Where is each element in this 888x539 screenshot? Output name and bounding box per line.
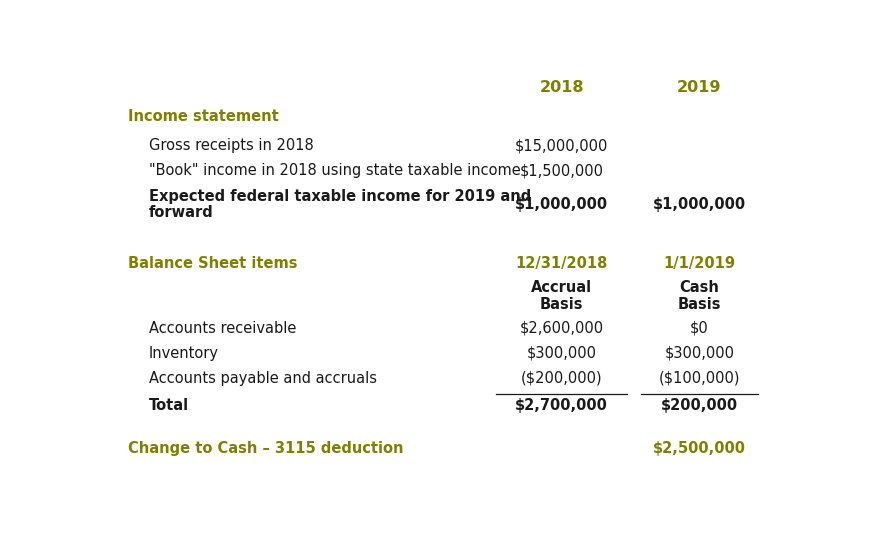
Text: Income statement: Income statement — [128, 109, 279, 124]
Text: Change to Cash – 3115 deduction: Change to Cash – 3115 deduction — [128, 441, 404, 456]
Text: $300,000: $300,000 — [527, 345, 597, 361]
Text: $1,000,000: $1,000,000 — [515, 197, 608, 212]
Text: Basis: Basis — [678, 297, 721, 312]
Text: Total: Total — [149, 398, 189, 413]
Text: $15,000,000: $15,000,000 — [515, 138, 608, 153]
Text: Basis: Basis — [540, 297, 583, 312]
Text: 12/31/2018: 12/31/2018 — [516, 257, 608, 272]
Text: "Book" income in 2018 using state taxable income: "Book" income in 2018 using state taxabl… — [149, 163, 520, 178]
Text: ($200,000): ($200,000) — [521, 370, 603, 385]
Text: Accounts receivable: Accounts receivable — [149, 321, 297, 336]
Text: $2,700,000: $2,700,000 — [515, 398, 608, 413]
Text: Inventory: Inventory — [149, 345, 218, 361]
Text: Accounts payable and accruals: Accounts payable and accruals — [149, 370, 377, 385]
Text: $200,000: $200,000 — [661, 398, 738, 413]
Text: $2,500,000: $2,500,000 — [653, 441, 746, 456]
Text: Accrual: Accrual — [531, 280, 592, 295]
Text: $1,000,000: $1,000,000 — [653, 197, 746, 212]
Text: ($100,000): ($100,000) — [659, 370, 741, 385]
Text: 2018: 2018 — [540, 80, 584, 95]
Text: Balance Sheet items: Balance Sheet items — [128, 257, 297, 272]
Text: 1/1/2019: 1/1/2019 — [663, 257, 735, 272]
Text: $2,600,000: $2,600,000 — [519, 321, 604, 336]
Text: Gross receipts in 2018: Gross receipts in 2018 — [149, 138, 313, 153]
Text: 2019: 2019 — [678, 80, 722, 95]
Text: Cash: Cash — [679, 280, 719, 295]
Text: $0: $0 — [690, 321, 709, 336]
Text: Expected federal taxable income for 2019 and: Expected federal taxable income for 2019… — [149, 189, 531, 204]
Text: $1,500,000: $1,500,000 — [519, 163, 604, 178]
Text: $300,000: $300,000 — [664, 345, 734, 361]
Text: forward: forward — [149, 205, 214, 220]
